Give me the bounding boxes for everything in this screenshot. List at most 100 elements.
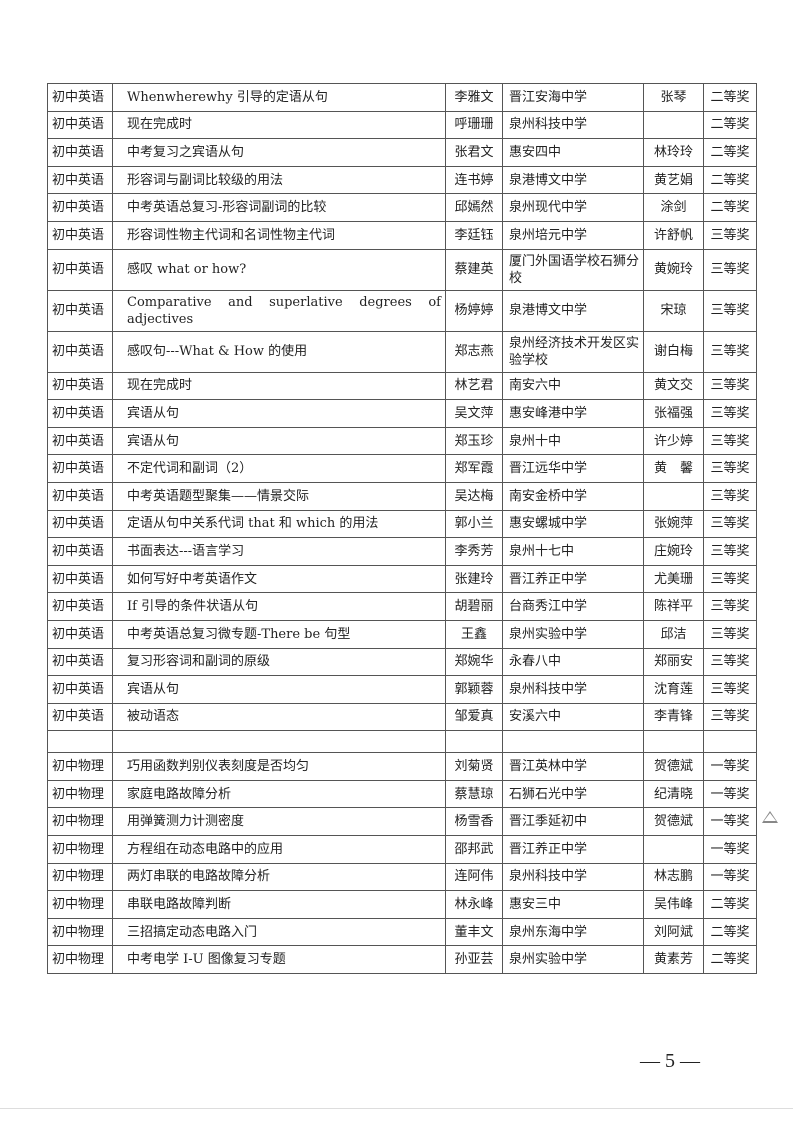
table-row: 初中物理 巧用函数判别仪表刻度是否均匀 刘菊贤 晋江英林中学 贺德斌 一等奖: [47, 752, 757, 781]
award-cell: 三等奖: [703, 675, 757, 704]
author-cell: 蔡建英: [445, 248, 503, 291]
title-cell: 中考英语总复习微专题-There be 句型: [112, 619, 446, 649]
award-cell: 一等奖: [703, 779, 757, 809]
subject-cell: 初中英语: [47, 371, 113, 401]
title-cell: 宾语从句: [112, 675, 446, 704]
subject-cell: 初中物理: [47, 890, 113, 919]
advisor-cell: 黄婉玲: [643, 248, 704, 291]
school-cell: 安溪六中: [502, 702, 644, 732]
table-row: 初中物理 两灯串联的电路故障分析 连阿伟 泉州科技中学 林志鹏 一等奖: [47, 862, 757, 892]
award-cell: 三等奖: [703, 399, 757, 428]
school-cell: 台商秀江中学: [502, 592, 644, 621]
author-cell: 林艺君: [445, 371, 503, 401]
subject-cell: 初中物理: [47, 862, 113, 892]
author-cell: 吴达梅: [445, 481, 503, 511]
title-cell: [112, 730, 446, 754]
subject-cell: 初中英语: [47, 165, 113, 195]
title-cell: Whenwherewhy 引导的定语从句: [112, 83, 446, 112]
table-row: 初中英语 Whenwherewhy 引导的定语从句 李雅文 晋江安海中学 张琴 二等奖: [47, 83, 757, 112]
advisor-cell: [643, 481, 704, 511]
school-cell: 石狮石光中学: [502, 779, 644, 809]
title-cell: 书面表达---语言学习: [112, 537, 446, 566]
award-cell: 一等奖: [703, 835, 757, 864]
subject-cell: 初中英语: [47, 220, 113, 250]
subject-cell: [47, 730, 113, 754]
title-cell: 串联电路故障判断: [112, 890, 446, 919]
author-cell: 连阿伟: [445, 862, 503, 892]
school-cell: 泉州经济技术开发区实验学校: [502, 330, 644, 373]
subject-cell: 初中物理: [47, 945, 113, 975]
advisor-cell: 黄艺娟: [643, 165, 704, 195]
title-cell: 用弹簧测力计测密度: [112, 807, 446, 837]
table-row: 初中物理 三招搞定动态电路入门 董丰文 泉州东海中学 刘阿斌 二等奖: [47, 917, 757, 947]
author-cell: 李雅文: [445, 83, 503, 112]
advisor-cell: 黄 馨: [643, 454, 704, 483]
author-cell: 胡碧丽: [445, 592, 503, 621]
advisor-cell: 宋琼: [643, 289, 704, 332]
award-cell: 二等奖: [703, 138, 757, 167]
subject-cell: 初中英语: [47, 647, 113, 677]
award-cell: 二等奖: [703, 945, 757, 975]
table-row: 初中物理 串联电路故障判断 林永峰 惠安三中 吴伟峰 二等奖: [47, 890, 757, 919]
advisor-cell: 涂剑: [643, 193, 704, 222]
advisor-cell: 李青锋: [643, 702, 704, 732]
title-cell: 被动语态: [112, 702, 446, 732]
school-cell: 泉州科技中学: [502, 110, 644, 140]
subject-cell: 初中英语: [47, 454, 113, 483]
award-cell: 三等奖: [703, 289, 757, 332]
award-cell: [703, 730, 757, 754]
title-cell: 家庭电路故障分析: [112, 779, 446, 809]
advisor-cell: 郑丽安: [643, 647, 704, 677]
title-cell: 形容词性物主代词和名词性物主代词: [112, 220, 446, 250]
advisor-cell: 张琴: [643, 83, 704, 112]
advisor-cell: 贺德斌: [643, 807, 704, 837]
advisor-cell: 许舒帆: [643, 220, 704, 250]
school-cell: 泉州培元中学: [502, 220, 644, 250]
scan-edge-line: [0, 1108, 793, 1109]
award-cell: 二等奖: [703, 83, 757, 112]
school-cell: 惠安三中: [502, 890, 644, 919]
advisor-cell: [643, 730, 704, 754]
table-row: 初中英语 形容词性物主代词和名词性物主代词 李廷钰 泉州培元中学 许舒帆 三等奖: [47, 220, 757, 250]
subject-cell: 初中物理: [47, 779, 113, 809]
table-row: 初中英语 形容词与副词比较级的用法 连书婷 泉港博文中学 黄艺娟 二等奖: [47, 165, 757, 195]
author-cell: 刘菊贤: [445, 752, 503, 781]
award-cell: 三等奖: [703, 564, 757, 594]
school-cell: 泉州十中: [502, 426, 644, 456]
author-cell: 李廷钰: [445, 220, 503, 250]
subject-cell: 初中英语: [47, 675, 113, 704]
title-cell: 感叹句---What & How 的使用: [112, 330, 446, 373]
table-row: 初中英语 不定代词和副词（2） 郑军霞 晋江远华中学黄 馨三等奖: [47, 454, 757, 483]
school-cell: 泉州十七中: [502, 537, 644, 566]
table-row: 初中物理 中考电学 I-U 图像复习专题 孙亚芸 泉州实验中学 黄素芳 二等奖: [47, 945, 757, 975]
school-cell: 晋江季延初中: [502, 807, 644, 837]
advisor-cell: 庄婉玲: [643, 537, 704, 566]
title-cell: 方程组在动态电路中的应用: [112, 835, 446, 864]
author-cell: 郭颖蓉: [445, 675, 503, 704]
school-cell: 永春八中: [502, 647, 644, 677]
advisor-cell: 黄文交: [643, 371, 704, 401]
title-cell: 形容词与副词比较级的用法: [112, 165, 446, 195]
title-cell: 现在完成时: [112, 371, 446, 401]
advisor-cell: 黄素芳: [643, 945, 704, 975]
author-cell: 杨婷婷: [445, 289, 503, 332]
title-cell: 宾语从句: [112, 399, 446, 428]
advisor-cell: 谢白梅: [643, 330, 704, 373]
award-cell: 三等奖: [703, 371, 757, 401]
award-cell: 三等奖: [703, 592, 757, 621]
advisor-cell: 沈育莲: [643, 675, 704, 704]
author-cell: 王鑫: [445, 619, 503, 649]
advisor-cell: 吴伟峰: [643, 890, 704, 919]
author-cell: 邱嫣然: [445, 193, 503, 222]
title-cell: 中考复习之宾语从句: [112, 138, 446, 167]
table-row: 初中英语 宾语从句 吴文萍 惠安峰港中学 张福强 三等奖: [47, 399, 757, 428]
author-cell: 张建玲: [445, 564, 503, 594]
author-cell: 呼珊珊: [445, 110, 503, 140]
table-row: 初中英语 中考英语总复习-形容词副词的比较 邱嫣然 泉州现代中学 涂剑 二等奖: [47, 193, 757, 222]
subject-cell: 初中英语: [47, 399, 113, 428]
advisor-cell: 张婉萍: [643, 509, 704, 539]
advisor-cell: 林玲玲: [643, 138, 704, 167]
table-row: 初中英语 中考英语题型聚集——情景交际 吴达梅 南安金桥中学 三等奖: [47, 481, 757, 511]
subject-cell: 初中英语: [47, 330, 113, 373]
school-cell: 惠安螺城中学: [502, 509, 644, 539]
